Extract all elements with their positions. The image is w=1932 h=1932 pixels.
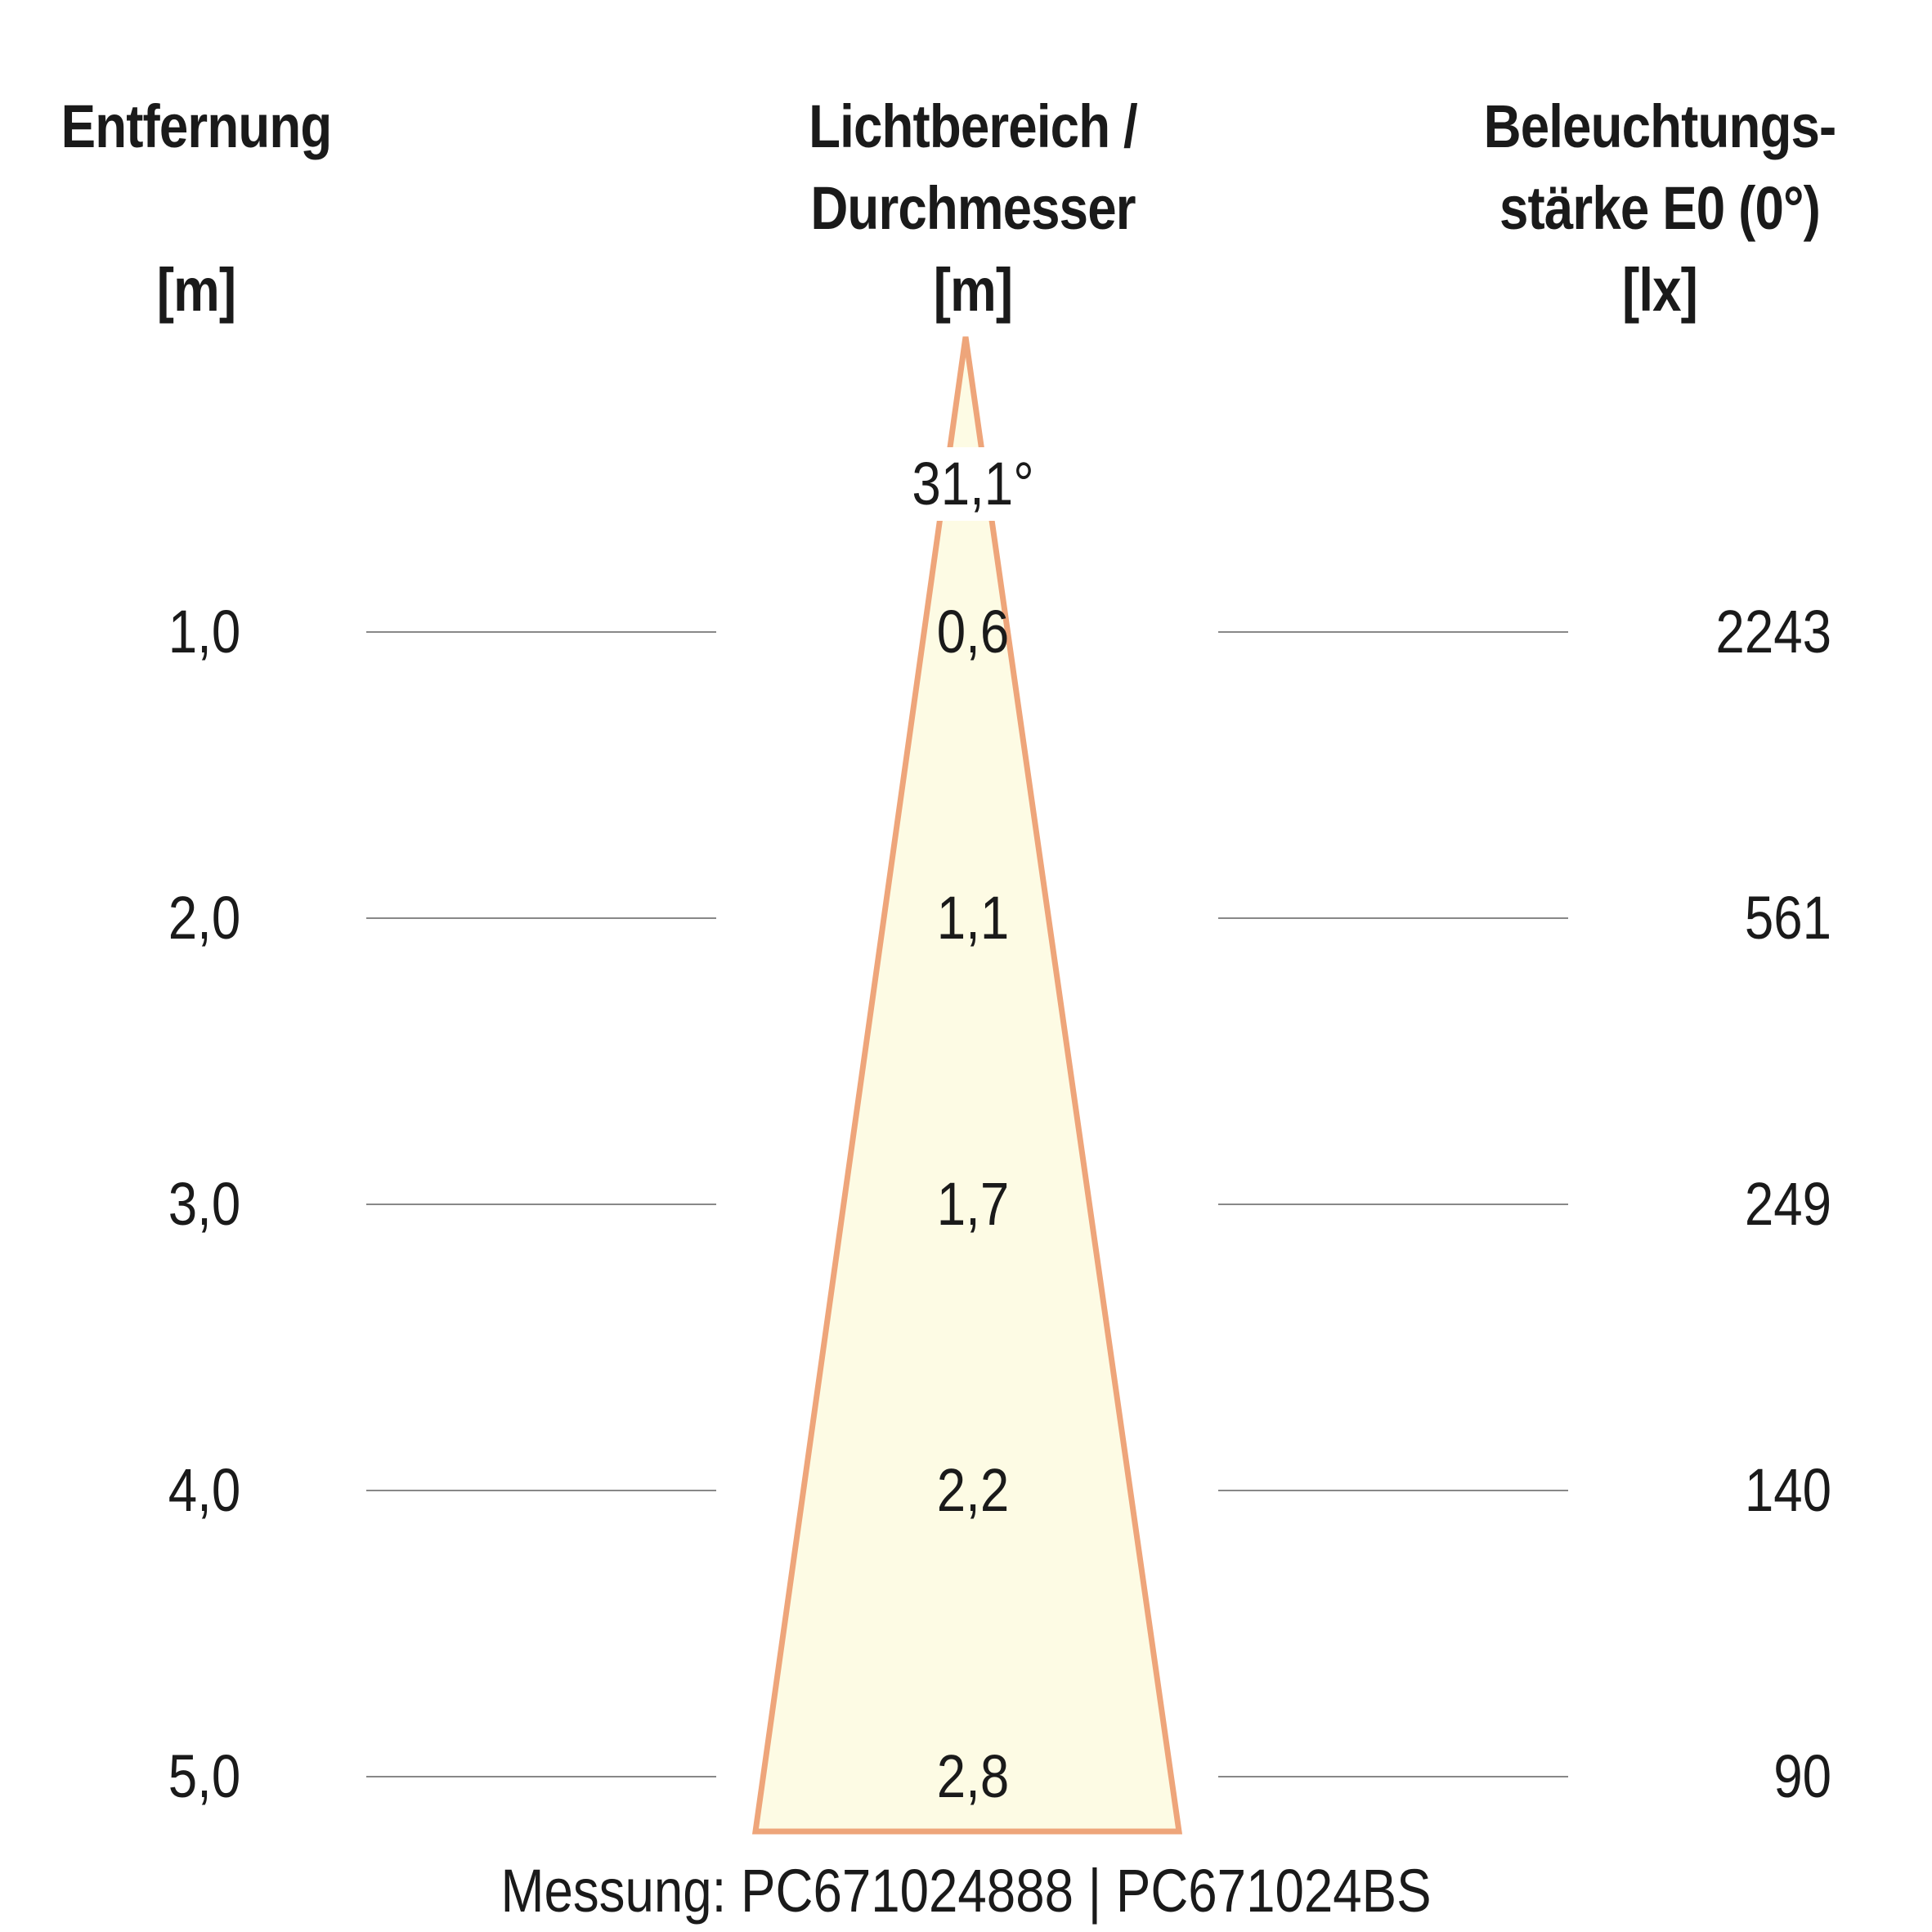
header-illuminance-unit: [lx] — [1621, 256, 1698, 324]
illuminance-value: 140 — [1744, 1456, 1831, 1524]
distance-value: 4,0 — [168, 1456, 241, 1524]
diameter-value: 1,1 — [936, 884, 1010, 952]
distance-value: 2,0 — [168, 884, 241, 952]
header-illuminance-line2: stärke E0 (0°) — [1499, 174, 1821, 242]
header-diameter-line1: Lichtbereich / — [809, 92, 1138, 160]
beam-angle-label: 31,1° — [881, 447, 1065, 521]
header-diameter: Lichtbereich / Durchmesser [m] — [755, 86, 1190, 331]
header-illuminance-line1: Beleuchtungs- — [1483, 92, 1837, 160]
distance-value: 3,0 — [168, 1170, 241, 1238]
illuminance-value: 561 — [1744, 884, 1831, 952]
illuminance-value: 249 — [1744, 1170, 1831, 1238]
distance-value: 1,0 — [168, 598, 241, 666]
header-distance-unit: [m] — [156, 256, 236, 324]
header-distance-line1: Entfernung — [61, 92, 333, 160]
illuminance-value: 2243 — [1715, 598, 1831, 666]
header-illuminance: Beleuchtungs- stärke E0 (0°) [lx] — [1441, 86, 1877, 331]
measurement-footer: Messung: PC671024888 | PC671024BS — [500, 1857, 1432, 1925]
diameter-value: 2,2 — [936, 1456, 1010, 1524]
header-diameter-line2: Durchmesser — [810, 174, 1136, 242]
illuminance-value: 90 — [1773, 1742, 1831, 1810]
header-diameter-unit: [m] — [933, 256, 1013, 324]
header-distance: Entfernung [m] — [56, 86, 337, 331]
diameter-value: 0,6 — [936, 598, 1010, 666]
diameter-value: 1,7 — [936, 1170, 1010, 1238]
distance-value: 5,0 — [168, 1742, 241, 1810]
light-cone — [751, 336, 1183, 1835]
guide-lines — [366, 631, 1568, 1777]
diameter-value: 2,8 — [936, 1742, 1010, 1810]
